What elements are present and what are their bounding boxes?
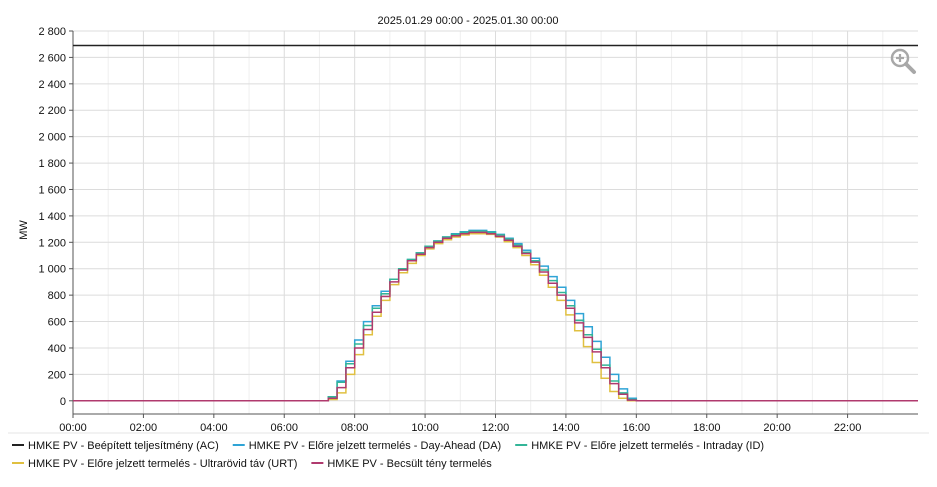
legend-item[interactable]: HMKE PV - Előre jelzett termelés - Intra… — [515, 440, 764, 452]
series-layer — [73, 44, 918, 402]
x-tick-label: 20:00 — [763, 422, 791, 434]
x-tick-label: 18:00 — [693, 422, 721, 434]
legend-item[interactable]: HMKE PV - Beépített teljesítmény (AC) — [12, 440, 219, 452]
legend-item[interactable]: HMKE PV - Előre jelzett termelés - Day-A… — [232, 440, 501, 452]
x-tick-label: 06:00 — [270, 422, 298, 434]
y-tick-label: 1 400 — [38, 211, 66, 223]
y-tick-label: 200 — [48, 369, 66, 381]
legend-label: HMKE PV - Előre jelzett termelés - Day-A… — [249, 440, 501, 452]
legend-label: HMKE PV - Beépített teljesítmény (AC) — [28, 440, 219, 452]
legend-label: HMKE PV - Előre jelzett termelés - Intra… — [531, 440, 764, 452]
y-tick-label: 800 — [48, 290, 66, 302]
x-tick-label: 10:00 — [411, 422, 439, 434]
x-tick-label: 04:00 — [200, 422, 228, 434]
x-tick-label: 16:00 — [623, 422, 651, 434]
legend: HMKE PV - Beépített teljesítmény (AC) HMK… — [8, 432, 929, 470]
axis-layer: 0 200 400 600 800 1 000 1 200 1 400 1 600 1 800 2 … — [38, 26, 918, 434]
y-tick-label: 0 — [60, 396, 66, 408]
y-tick-label: 2 800 — [38, 26, 66, 38]
legend-label: HMKE PV - Becsült tény termelés — [327, 458, 492, 470]
y-tick-label: 2 000 — [38, 132, 66, 144]
y-tick-label: 2 200 — [38, 105, 66, 117]
legend-label: HMKE PV - Előre jelzett termelés - Ultra… — [28, 458, 297, 470]
y-tick-label: 1 600 — [38, 184, 66, 196]
y-tick-label: 1 000 — [38, 264, 66, 276]
x-tick-label: 14:00 — [552, 422, 580, 434]
x-tick-label: 02:00 — [130, 422, 158, 434]
y-tick-label: 1 200 — [38, 237, 66, 249]
y-axis-label: MW — [18, 220, 30, 240]
x-tick-label: 12:00 — [482, 422, 510, 434]
y-tick-label: 2 400 — [38, 79, 66, 91]
legend-item[interactable]: HMKE PV - Előre jelzett termelés - Ultra… — [12, 458, 297, 470]
y-tick-label: 400 — [48, 343, 66, 355]
x-tick-label: 22:00 — [834, 422, 862, 434]
legend-item[interactable]: HMKE PV - Becsült tény termelés — [311, 458, 492, 470]
y-tick-label: 600 — [48, 317, 66, 329]
x-tick-label: 08:00 — [341, 422, 369, 434]
x-tick-label: 00:00 — [59, 422, 87, 434]
series-line-4 — [73, 231, 918, 402]
y-tick-label: 1 800 — [38, 158, 66, 170]
zoom-in-icon[interactable] — [890, 48, 916, 74]
y-tick-label: 2 600 — [38, 52, 66, 64]
chart-title: 2025.01.29 00:00 - 2025.01.30 00:00 — [377, 15, 558, 27]
